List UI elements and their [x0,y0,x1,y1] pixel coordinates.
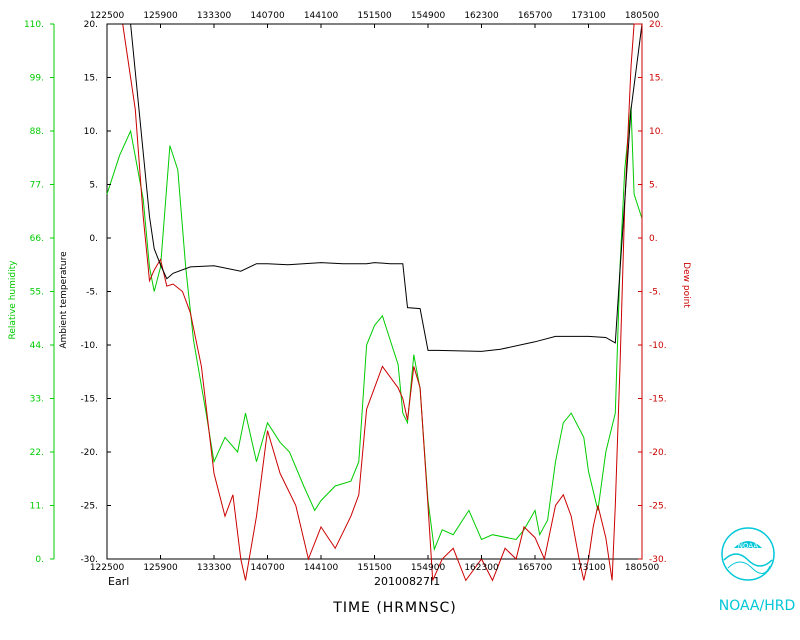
x-tick-label-top: 133300 [197,11,232,21]
temperature-tick-label: 5. [89,181,98,191]
x-tick-label: 180500 [625,563,660,573]
humidity-tick-label: 55. [30,288,44,298]
series-layer [106,23,643,582]
humidity-tick-label: 33. [30,395,44,405]
dewpoint-tick-label: -10. [649,341,667,351]
x-axis-label: TIME (HRMNSC) [332,600,456,616]
dewpoint-axis-label: Dew point [681,262,691,308]
temperature-tick-label: -30. [80,555,98,565]
x-tick-label: 122500 [90,563,125,573]
temperature-tick-label: -25. [80,502,98,512]
humidity-tick-label: 44. [30,341,44,351]
temperature-tick-label: -10. [80,341,98,351]
temperature-tick-label: 15. [84,74,98,84]
ambient-temperature-series-line [107,23,643,352]
humidity-tick-label: 22. [30,448,44,458]
dew-point-series-line [107,23,642,582]
x-tick-label: 173100 [571,563,606,573]
temperature-tick-label: 20. [84,20,98,30]
footer-center-label: 20100827I1 [374,575,440,588]
dewpoint-tick-label: 5. [649,181,658,191]
x-tick-label-top: 125900 [143,11,178,21]
dewpoint-tick-label: 0. [649,234,658,244]
temperature-tick-label: 0. [89,234,98,244]
temperature-tick-label: -5. [86,288,98,298]
dewpoint-tick-label: -15. [649,395,667,405]
x-tick-label: 133300 [197,563,232,573]
x-tick-label-top: 180500 [625,11,660,21]
footer-left-label: Earl [108,575,129,588]
noaa-logo-emblem [721,527,775,581]
x-tick-label-top: 140700 [250,11,285,21]
dewpoint-tick-label: -25. [649,502,667,512]
noaa-hrd-label: NOAA/HRD [719,598,796,614]
humidity-axis-label: Relative humidity [8,260,18,340]
x-tick-label-top: 162300 [464,11,499,21]
dewpoint-tick-label: 15. [649,74,663,84]
temperature-tick-label: -20. [80,448,98,458]
temperature-tick-label: 10. [84,127,98,137]
x-tick-label-top: 122500 [90,11,125,21]
x-tick-label: 165700 [518,563,553,573]
x-tick-label: 162300 [464,563,499,573]
humidity-tick-label: 0. [35,555,44,565]
humidity-tick-label: 66. [30,234,44,244]
dewpoint-tick-label: -20. [649,448,667,458]
humidity-tick-label: 88. [30,127,44,137]
humidity-tick-label: 110. [24,20,44,30]
dewpoint-tick-label: 20. [649,20,663,30]
x-tick-label-top: 173100 [571,11,606,21]
x-tick-label-top: 154900 [411,11,446,21]
humidity-tick-label: 99. [30,74,44,84]
relative-humidity-series-line [106,106,643,552]
x-tick-label: 154900 [411,563,446,573]
ticks-layer: 122500 122500 125900 125900 133300 133300 1407… [24,11,667,573]
dewpoint-tick-label: -30. [649,555,667,565]
noaa-logo-label: NOAA [738,542,759,550]
temperature-axis-label: Ambient temperature [59,251,69,349]
humidity-tick-label: 77. [30,181,44,191]
x-tick-label-top: 165700 [518,11,553,21]
temperature-tick-label: -15. [80,395,98,405]
x-tick-label: 144100 [304,563,339,573]
noaa-logo: NOAA NOAA/HRD [719,527,796,614]
x-tick-label-top: 151500 [357,11,392,21]
dewpoint-tick-label: 10. [649,127,663,137]
x-tick-label-top: 144100 [304,11,339,21]
x-tick-label: 140700 [250,563,285,573]
x-tick-label: 125900 [143,563,178,573]
x-tick-label: 151500 [357,563,392,573]
dewpoint-tick-label: -5. [649,288,661,298]
plot-frame [106,23,643,560]
humidity-tick-label: 11. [30,502,44,512]
